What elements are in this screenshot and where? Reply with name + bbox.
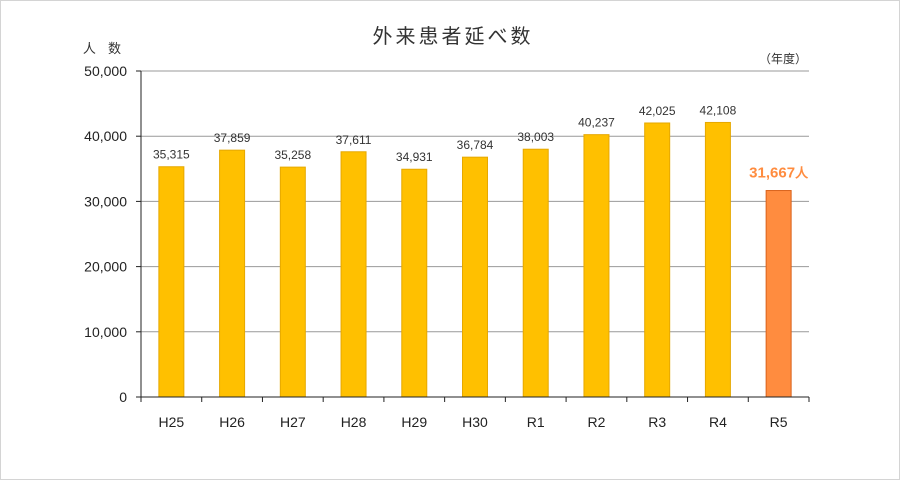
x-tick-label: H28 xyxy=(341,414,367,430)
bar-r2 xyxy=(583,134,610,398)
y-tick-label: 20,000 xyxy=(84,259,127,275)
x-tick-label: R3 xyxy=(648,414,666,430)
bar-r1 xyxy=(522,148,549,398)
x-axis-unit-label: （年度） xyxy=(759,51,807,66)
x-tick-label: H30 xyxy=(462,414,488,430)
y-tick-label: 50,000 xyxy=(84,63,127,79)
x-tick-label: R2 xyxy=(588,414,606,430)
bar-r3 xyxy=(644,122,671,398)
y-tick-label: 0 xyxy=(119,389,127,405)
x-tick-label: R4 xyxy=(709,414,727,430)
data-label: 35,315 xyxy=(153,148,190,162)
chart-title: 外来患者延べ数 xyxy=(373,24,534,48)
x-tick-label: H27 xyxy=(280,414,306,430)
x-tick-label: H29 xyxy=(401,414,427,430)
data-label: 37,611 xyxy=(336,133,372,147)
x-tick-label: R5 xyxy=(770,414,788,430)
bar-h26 xyxy=(219,149,246,398)
y-tick-label: 10,000 xyxy=(84,324,127,340)
data-label: 36,784 xyxy=(457,138,494,152)
bar-h30 xyxy=(462,156,488,398)
data-label-highlight: 31,667人 xyxy=(749,165,809,182)
data-label: 34,931 xyxy=(396,150,433,164)
bar-h28 xyxy=(340,151,367,398)
x-tick-label: H26 xyxy=(219,414,245,430)
data-label: 35,258 xyxy=(274,148,311,162)
bar-h29 xyxy=(401,168,428,398)
data-label: 37,859 xyxy=(214,131,251,145)
y-tick-label: 40,000 xyxy=(84,128,127,144)
x-tick-label: R1 xyxy=(527,414,545,430)
data-label: 42,108 xyxy=(700,103,737,117)
bar-h25 xyxy=(158,166,185,398)
x-tick-label: H25 xyxy=(159,414,185,430)
y-tick-label: 30,000 xyxy=(84,193,127,209)
bar-h27 xyxy=(279,166,306,398)
data-label: 40,237 xyxy=(578,116,615,130)
y-axis-label: 人 数 xyxy=(83,42,125,57)
data-label: 38,003 xyxy=(517,130,554,144)
bar-r4 xyxy=(704,121,731,398)
data-label: 42,025 xyxy=(639,104,676,118)
bar-r5 xyxy=(765,190,792,398)
